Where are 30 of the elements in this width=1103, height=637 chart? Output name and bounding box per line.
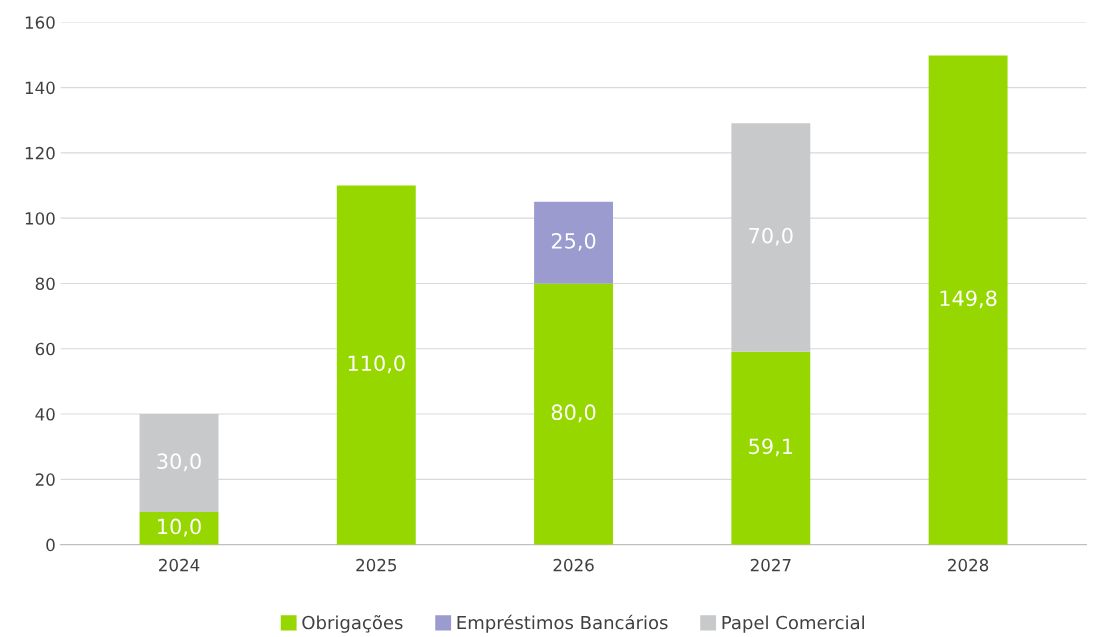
legend-label: Empréstimos Bancários [457, 614, 668, 633]
data-label: 110,0 [348, 355, 405, 374]
legend-label: Obrigações [302, 615, 403, 633]
x-tick-label: 2025 [356, 558, 397, 572]
y-tick-label: 20 [35, 473, 55, 486]
data-label: 149,8 [940, 290, 997, 309]
bar [336, 185, 416, 545]
data-label: 10,0 [158, 518, 201, 537]
bar [731, 123, 811, 352]
y-tick-label: 160 [25, 16, 55, 29]
bar [731, 351, 811, 545]
y-tick-label: 80 [35, 277, 55, 291]
x-tick-label: 2027 [750, 558, 791, 572]
y-tick-label: 0 [46, 538, 55, 552]
y-tick-label: 100 [25, 212, 55, 225]
bar [928, 55, 1008, 545]
y-tick-label: 60 [35, 342, 55, 356]
x-tick-label: 2024 [159, 558, 200, 572]
data-label: 80,0 [551, 404, 596, 423]
y-tick-label: 140 [25, 81, 55, 95]
x-tick-label: 2026 [553, 558, 594, 572]
bar [534, 201, 614, 284]
bar [534, 283, 614, 545]
legend-label: Papel Comercial [722, 615, 864, 633]
data-label: 59,1 [749, 438, 793, 457]
y-tick-label: 40 [35, 408, 55, 421]
y-tick-label: 120 [25, 146, 55, 160]
bar [139, 414, 219, 512]
x-tick-label: 2028 [948, 558, 989, 572]
data-label: 25,0 [551, 232, 596, 251]
